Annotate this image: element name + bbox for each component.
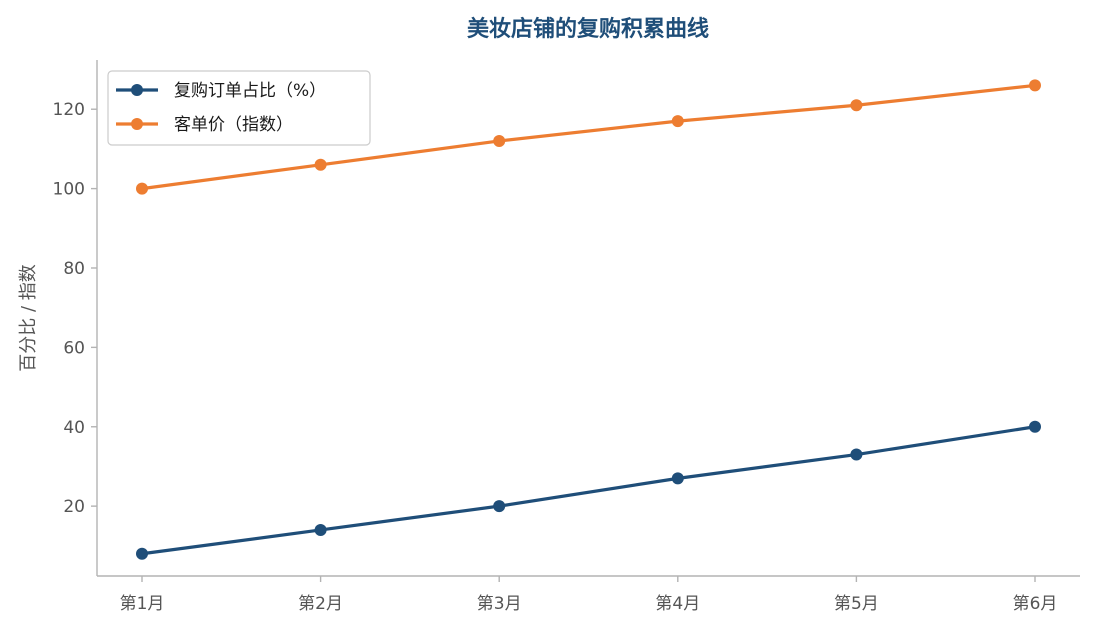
x-tick-label: 第2月: [298, 594, 343, 614]
legend-label: 复购订单占比（%）: [174, 81, 326, 101]
legend-marker: [131, 118, 143, 130]
series-2: [136, 79, 1041, 195]
series-line: [140, 83, 1037, 191]
data-point: [493, 500, 506, 513]
x-tick-label: 第4月: [655, 594, 700, 614]
series-layer: [136, 79, 1041, 560]
data-point: [1029, 79, 1041, 92]
data-point: [314, 523, 327, 536]
data-point: [493, 134, 506, 147]
data-point: [671, 115, 684, 128]
y-tick-label: 120: [53, 100, 85, 120]
chart-title: 美妆店铺的复购积累曲线: [467, 16, 709, 42]
data-point: [136, 547, 148, 560]
y-axis-label: 百分比 / 指数: [18, 264, 39, 372]
series-1: [136, 420, 1041, 560]
legend: 复购订单占比（%） 客单价（指数）: [107, 70, 371, 146]
y-tick-label: 20: [63, 497, 85, 517]
y-tick-label: 40: [63, 418, 85, 438]
legend-box: [107, 70, 371, 146]
legend-label: 客单价（指数）: [174, 115, 293, 135]
y-tick-label: 60: [63, 338, 85, 358]
y-tick-label: 80: [63, 259, 85, 279]
axes: 20 40 60 80 100 120 第1月 第2月 第3月 第4月 第5月 第6月: [53, 60, 1080, 614]
series-line: [140, 425, 1037, 556]
data-point: [671, 472, 684, 485]
legend-item: 客单价（指数）: [116, 115, 293, 135]
y-tick-label: 100: [53, 180, 85, 200]
x-tick-label: 第3月: [477, 594, 522, 614]
data-point: [136, 182, 148, 195]
data-point: [850, 99, 863, 112]
x-tick-label: 第6月: [1013, 594, 1058, 614]
x-tick-label: 第1月: [120, 594, 165, 614]
x-tick-label: 第5月: [834, 594, 879, 614]
data-point: [1029, 420, 1041, 433]
legend-marker: [131, 84, 143, 96]
data-point: [314, 158, 327, 171]
legend-item: 复购订单占比（%）: [116, 81, 326, 101]
data-point: [850, 448, 863, 461]
